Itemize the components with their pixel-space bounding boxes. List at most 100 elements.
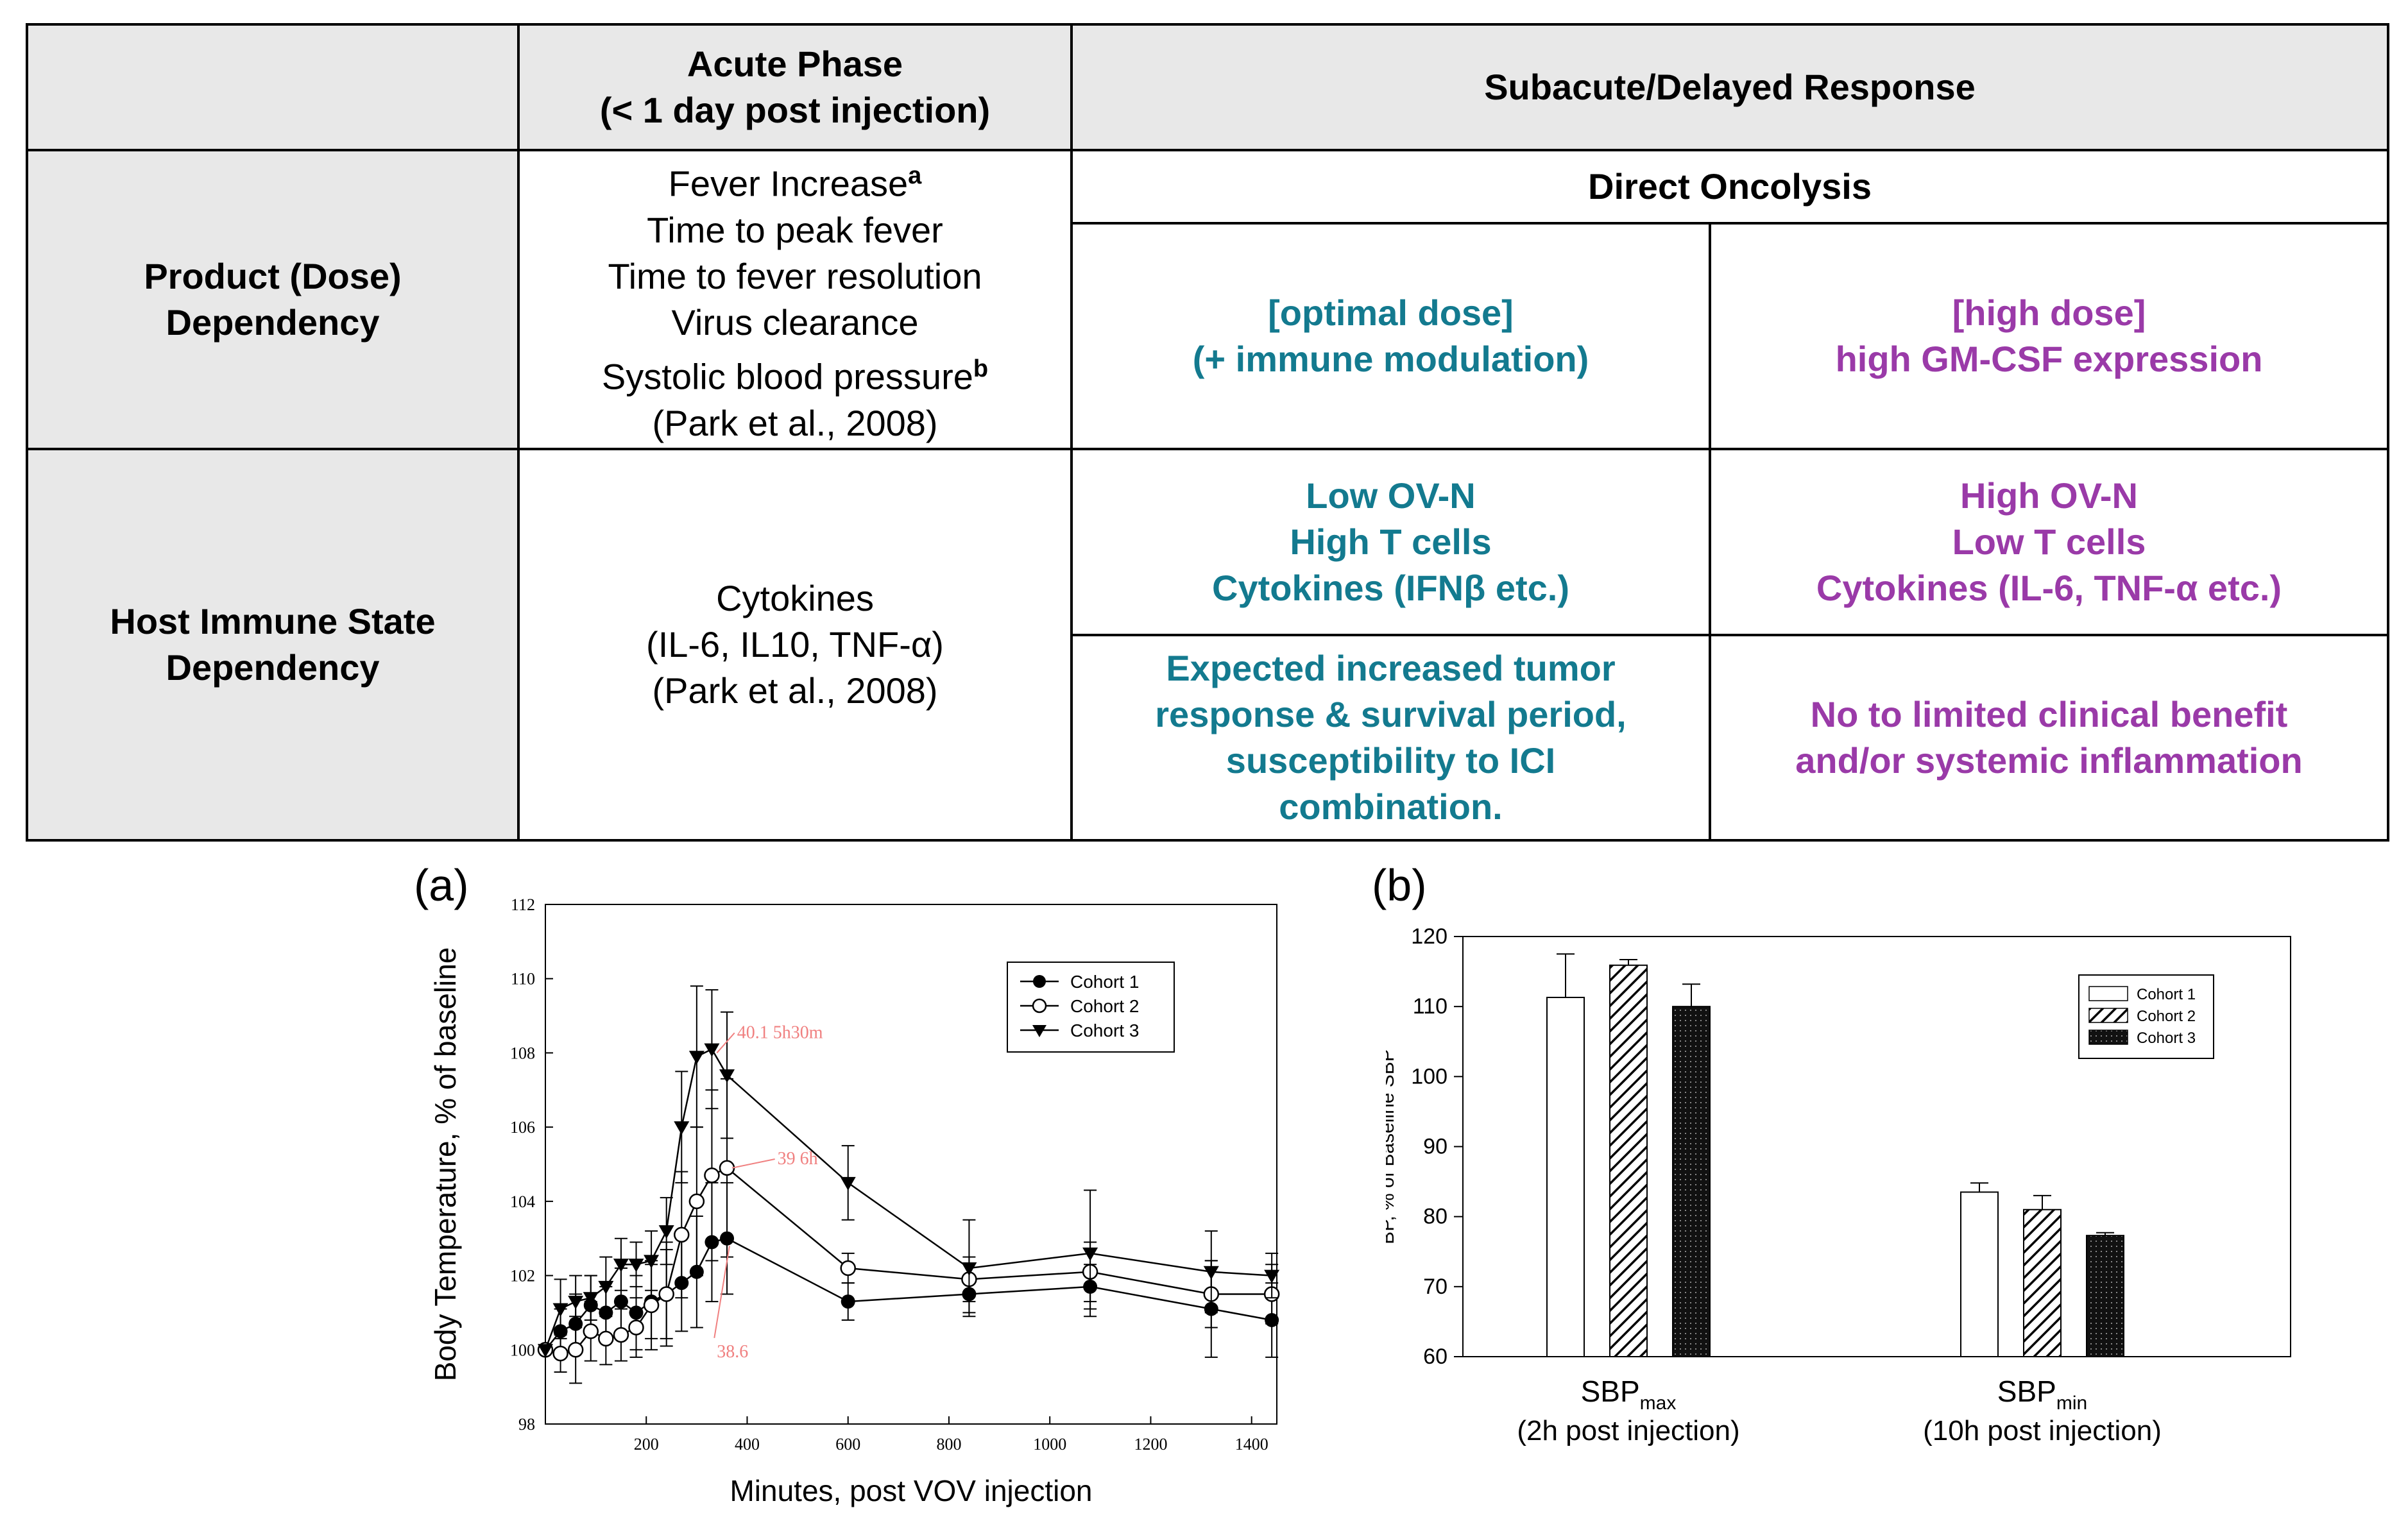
- data-point: [1082, 1247, 1098, 1261]
- data-point: [583, 1323, 599, 1339]
- acute-product-l4: Virus clearance: [671, 302, 919, 343]
- data-point: [704, 1043, 720, 1057]
- y-axis-label: BP, % of Baseline SBP: [1386, 1049, 1398, 1244]
- legend-label: Cohort 2: [1070, 996, 1139, 1016]
- chart-a-body-temperature: 98 100 102 104 106 108 110 112 200 400 600 800 1000 1…: [429, 895, 1280, 1507]
- direct-oncolysis-text: Direct Oncolysis: [1588, 166, 1872, 207]
- y-tick-label: 120: [1411, 924, 1447, 949]
- acute-host-l1: Cytokines: [716, 578, 874, 618]
- legend-label: Cohort 2: [2137, 1008, 2196, 1025]
- data-point: [1264, 1269, 1280, 1284]
- acute-product-cell: Fever Increasea Time to peak fever Time …: [520, 151, 1070, 448]
- acute-product-l6: (Park et al., 2008): [652, 402, 938, 443]
- data-point: [613, 1294, 628, 1309]
- annotation-label: 39 6h: [778, 1149, 818, 1169]
- data-point: [840, 1176, 856, 1191]
- y-tick-label: 106: [510, 1118, 535, 1137]
- data-point: [674, 1226, 690, 1243]
- acute-host-l2: (IL-6, IL10, TNF-α): [646, 624, 944, 665]
- expected-l3: susceptibility to ICI: [1225, 740, 1556, 781]
- bar-cohort-2: [2023, 1208, 2062, 1357]
- category-label: SBPmax: [1581, 1375, 1677, 1414]
- plot-frame: [545, 904, 1277, 1425]
- high-dose-l1: [high dose]: [1952, 292, 2146, 333]
- y-tick-label: 110: [1413, 994, 1447, 1019]
- data-point: [613, 1327, 629, 1343]
- annotation-label: 40.1 5h30m: [737, 1022, 823, 1042]
- corner-cell: [28, 26, 517, 149]
- y-tick-label: 104: [510, 1192, 535, 1211]
- data-point: [552, 1303, 568, 1317]
- x-tick-label: 600: [835, 1435, 860, 1454]
- data-point: [841, 1294, 855, 1309]
- high-dose-l2: high GM-CSF expression: [1835, 339, 2263, 379]
- subacute-header: Subacute/Delayed Response: [1073, 26, 2387, 149]
- data-point: [840, 1260, 856, 1276]
- data-point: [568, 1296, 584, 1310]
- legend-swatch: [2088, 986, 2128, 1001]
- data-point: [1203, 1266, 1219, 1280]
- legend-label: Cohort 1: [1070, 972, 1139, 992]
- low-ovn-cell: Low OV-N High T cells Cytokines (IFNβ et…: [1073, 450, 1709, 634]
- subacute-header-text: Subacute/Delayed Response: [1484, 67, 1976, 107]
- data-point: [719, 1160, 735, 1176]
- data-point: [567, 1342, 584, 1358]
- row-header-product: Product (Dose) Dependency: [28, 151, 517, 448]
- data-point: [674, 1121, 690, 1135]
- high-dose-cell: [high dose] high GM-CSF expression: [1711, 225, 2387, 448]
- x-tick-label: 200: [634, 1435, 659, 1454]
- annotation-arrow: [713, 1246, 730, 1339]
- legend-marker: [1033, 975, 1046, 988]
- x-tick-label: 400: [735, 1435, 760, 1454]
- x-axis-label: Minutes, post VOV injection: [730, 1474, 1092, 1507]
- row-product-line1: Product (Dose): [144, 256, 402, 296]
- y-tick-label: 102: [510, 1267, 535, 1285]
- acute-phase-header: Acute Phase (< 1 day post injection): [520, 26, 1070, 149]
- expected-response-cell: Expected increased tumor response & surv…: [1073, 636, 1709, 839]
- optimal-dose-cell: [optimal dose] (+ immune modulation): [1073, 225, 1709, 448]
- legend-label: Cohort 1: [2137, 986, 2196, 1003]
- x-tick-label: 1000: [1033, 1435, 1066, 1454]
- y-tick-label: 70: [1423, 1275, 1447, 1299]
- no-benefit-l1: No to limited clinical benefit: [1810, 694, 2288, 734]
- acute-header-line1: Acute Phase: [687, 44, 903, 84]
- acute-header-line2: (< 1 day post injection): [599, 90, 991, 130]
- row-host-line1: Host Immune State: [110, 601, 436, 641]
- row-product-line2: Dependency: [166, 302, 380, 343]
- y-tick-label: 112: [511, 895, 535, 914]
- category-note: (10h post injection): [1923, 1415, 2162, 1446]
- acute-product-l5: Systolic blood pressureb: [601, 355, 989, 397]
- legend-marker: [1032, 1025, 1046, 1037]
- legend-marker: [1032, 998, 1047, 1013]
- bar-cohort-3: [1672, 1006, 1711, 1357]
- data-point: [628, 1319, 644, 1335]
- data-point: [643, 1297, 660, 1314]
- y-tick-label: 100: [1411, 1064, 1447, 1089]
- high-ovn-l3: Cytokines (IL-6, TNF-α etc.): [1816, 568, 2282, 608]
- panel-a-label: (a): [414, 860, 469, 910]
- expected-l1: Expected increased tumor: [1166, 648, 1616, 688]
- y-tick-label: 100: [510, 1341, 535, 1359]
- data-point: [644, 1255, 660, 1269]
- acute-host-l3: (Park et al., 2008): [652, 670, 938, 711]
- acute-host-cell: Cytokines (IL-6, IL10, TNF-α) (Park et a…: [520, 450, 1070, 839]
- direct-oncolysis-cell: Direct Oncolysis: [1073, 151, 2387, 222]
- y-tick-label: 80: [1423, 1205, 1447, 1229]
- high-ovn-l2: Low T cells: [1952, 521, 2146, 562]
- data-point: [658, 1225, 674, 1239]
- low-ovn-l3: Cytokines (IFNβ etc.): [1212, 568, 1569, 608]
- high-ovn-l1: High OV-N: [1960, 475, 2138, 516]
- optimal-dose-l2: (+ immune modulation): [1192, 339, 1589, 379]
- panel-b-label: (b): [1372, 860, 1427, 910]
- data-point: [719, 1069, 735, 1083]
- chart-b-blood-pressure: 60 70 80 90 100 110 120 BP, % of Baseline SBP SB…: [1386, 924, 2291, 1446]
- bar-cohort-3: [2086, 1235, 2124, 1357]
- x-tick-label: 1200: [1134, 1435, 1167, 1454]
- expected-l4: combination.: [1279, 786, 1503, 827]
- bar-cohort-2: [1609, 964, 1648, 1357]
- annotation-arrow: [731, 1158, 775, 1169]
- data-point: [613, 1259, 629, 1273]
- series-cohort-2: [537, 1078, 1280, 1384]
- category-note: (2h post injection): [1517, 1415, 1739, 1446]
- legend-label: Cohort 3: [2137, 1030, 2196, 1047]
